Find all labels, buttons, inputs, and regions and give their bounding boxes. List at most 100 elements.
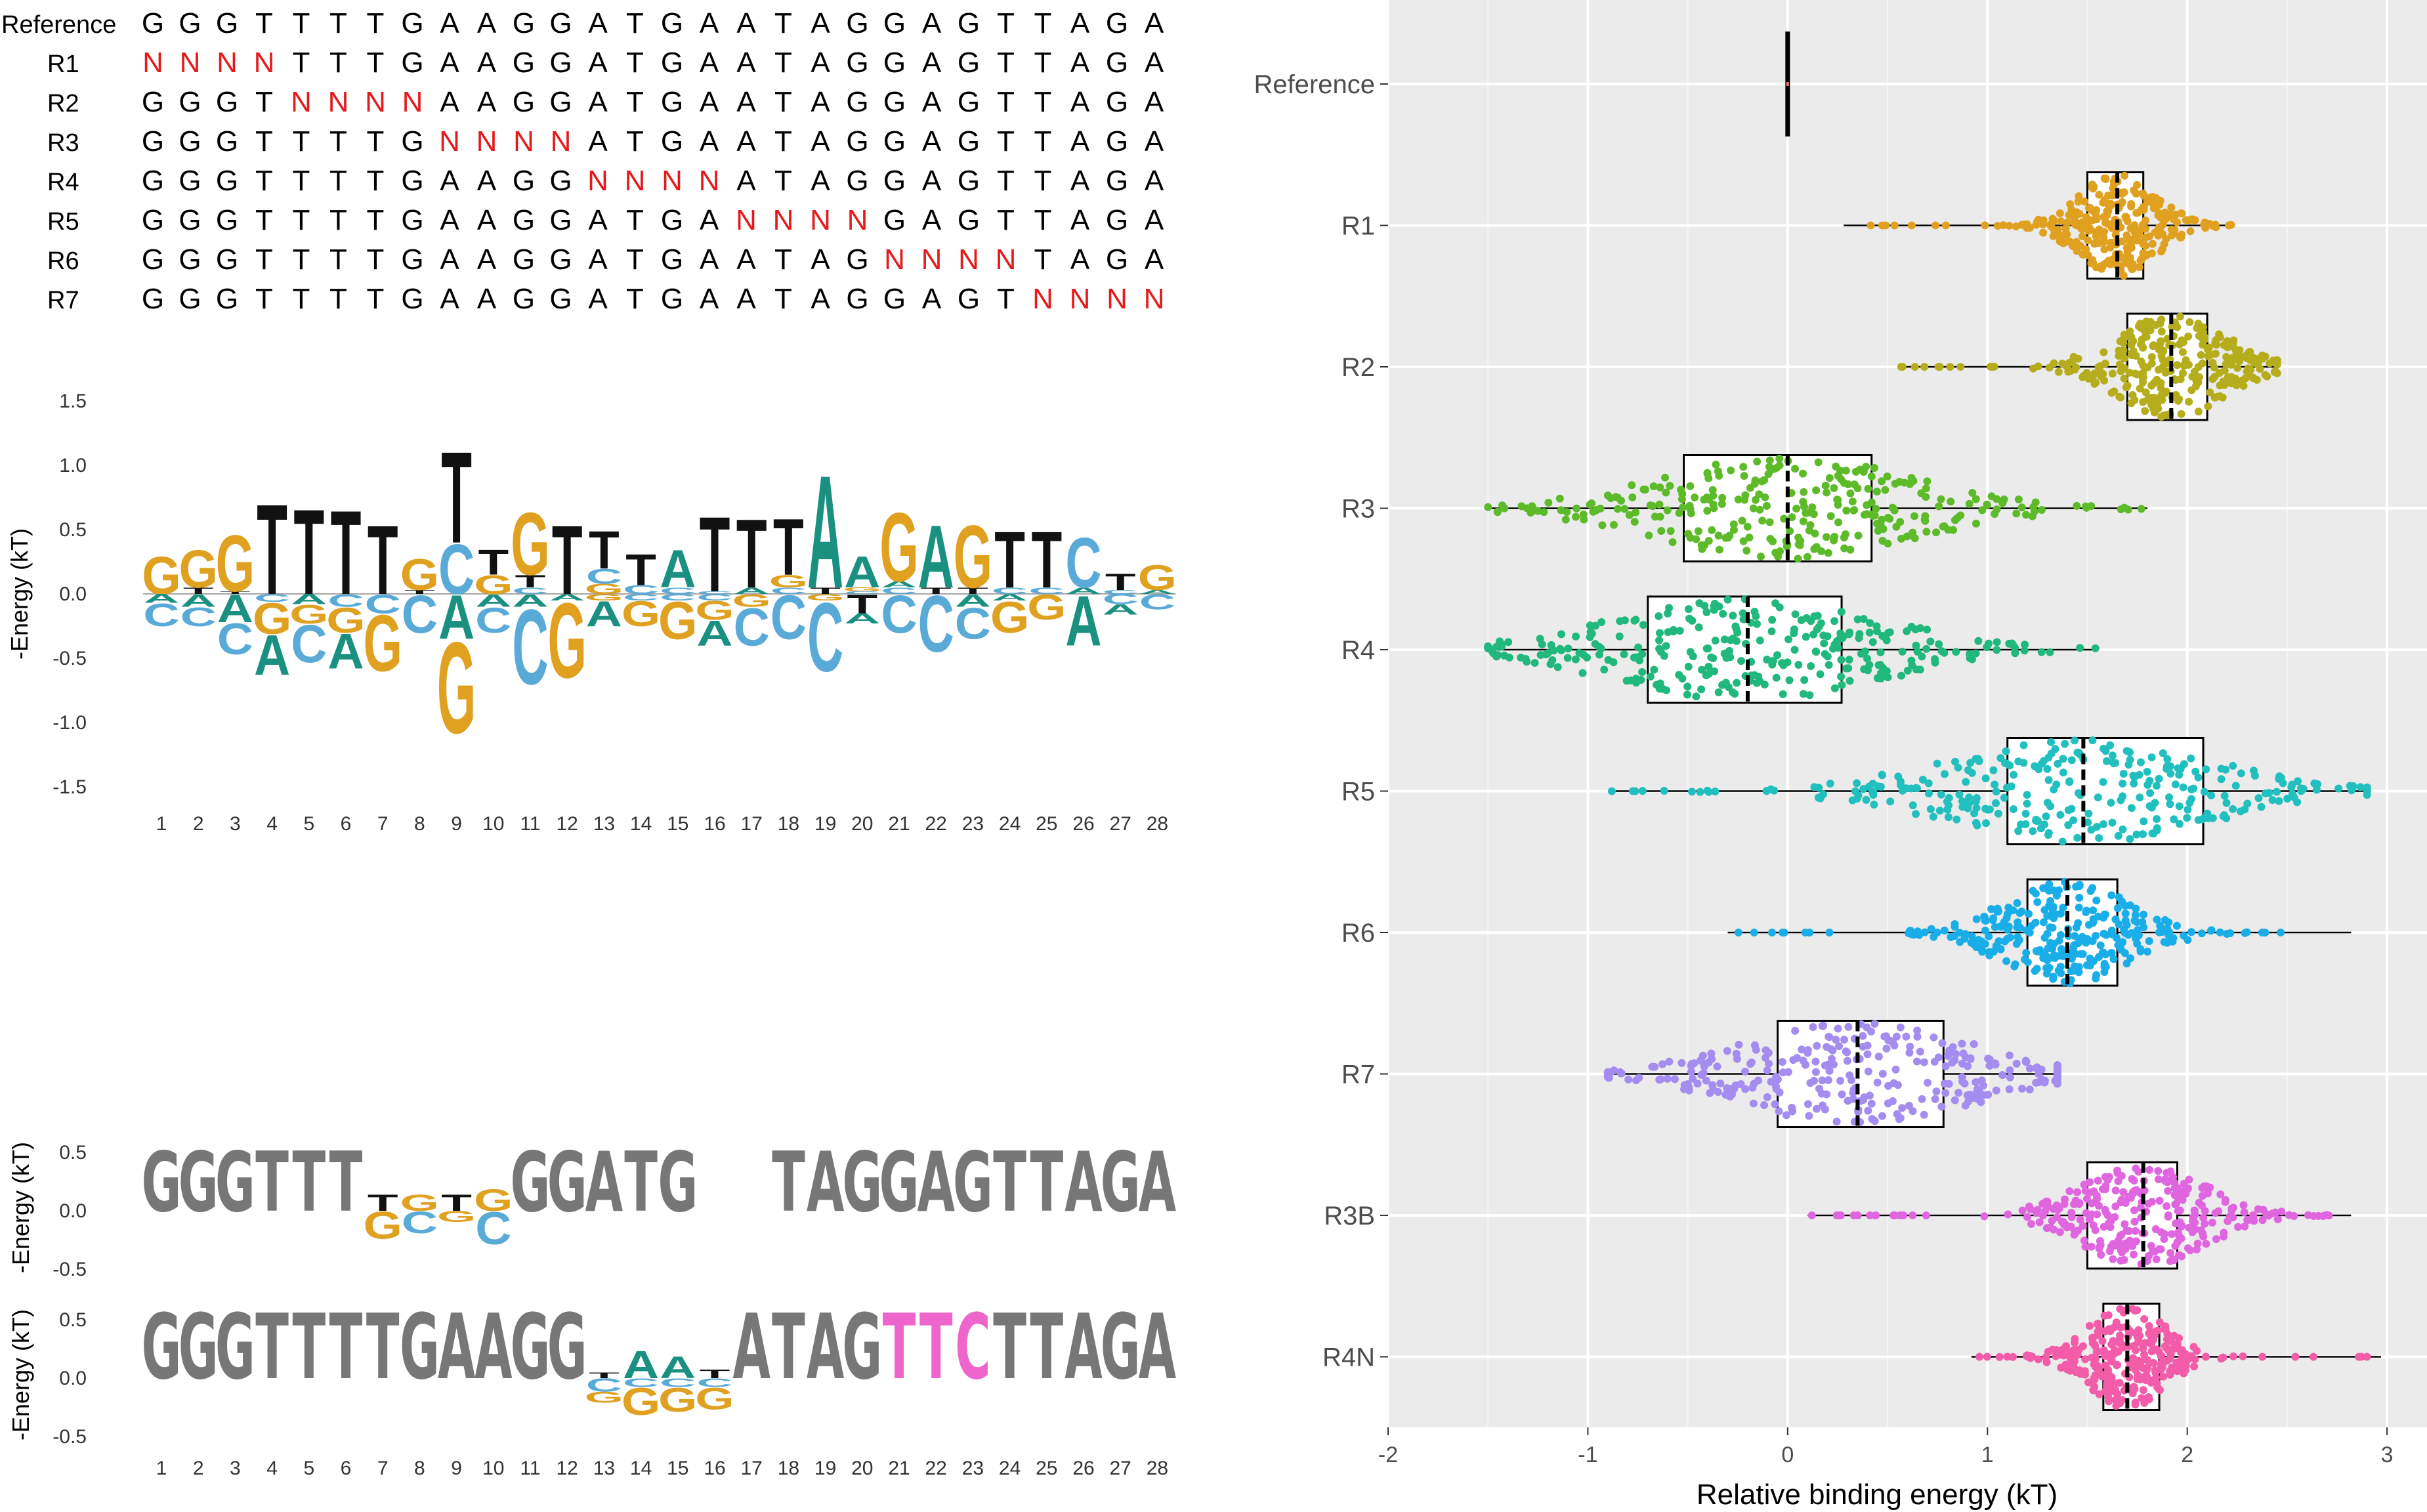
swarm-point xyxy=(1906,1042,1914,1051)
alignment-base: A xyxy=(1070,204,1090,236)
swarm-point xyxy=(2101,175,2110,183)
swarm-point xyxy=(1665,604,1674,612)
swarm-point xyxy=(1572,504,1581,513)
swarm-point xyxy=(1792,505,1801,513)
swarm-point xyxy=(1898,648,1907,656)
condensed-logo-ytick: -0.5 xyxy=(53,1259,87,1280)
swarm-point xyxy=(1604,656,1613,664)
alignment-base: A xyxy=(811,165,830,197)
swarm-point xyxy=(1734,929,1742,936)
swarm-point xyxy=(1696,788,1704,796)
swarm-point xyxy=(1802,633,1810,641)
swarm-point xyxy=(1718,681,1727,689)
alignment-base: A xyxy=(440,86,459,118)
condensed-logo-xtick: 26 xyxy=(1072,1458,1094,1479)
swarm-point xyxy=(1956,363,1965,371)
swarm-point xyxy=(2032,816,2040,824)
swarm-point xyxy=(2058,360,2067,368)
condensed-logo-xtick: 6 xyxy=(341,1458,352,1479)
swarm-point xyxy=(1864,1106,1872,1115)
swarm-point xyxy=(2179,783,2187,791)
energy-logo-xtick: 6 xyxy=(341,813,352,835)
alignment-base: G xyxy=(401,165,423,197)
swarm-point xyxy=(2056,1228,2064,1236)
swarm-point xyxy=(2132,352,2140,360)
swarm-point xyxy=(2220,1228,2228,1237)
swarm-point xyxy=(1596,504,1605,513)
swarm-point xyxy=(1832,1118,1841,1126)
swarm-point xyxy=(1699,1051,1707,1060)
swarm-point xyxy=(2157,1352,2165,1360)
swarm-point xyxy=(2115,893,2123,902)
condensed-logo-letter: G xyxy=(142,1135,182,1230)
swarm-point xyxy=(2249,1211,2258,1219)
swarm-point xyxy=(2162,235,2170,243)
swarm-point xyxy=(1825,928,1834,936)
swarm-point xyxy=(2043,929,2052,938)
swarm-point xyxy=(1863,654,1871,663)
swarm-point xyxy=(2222,352,2231,361)
alignment-base: T xyxy=(997,283,1015,315)
swarm-point xyxy=(1909,1211,1917,1220)
alignment-base: A xyxy=(736,86,756,118)
swarm-point xyxy=(1981,926,1989,934)
swarm-point xyxy=(2080,1370,2089,1379)
swarm-point xyxy=(1965,499,1973,508)
swarm-point xyxy=(1740,472,1748,480)
swarm-point xyxy=(2119,780,2127,788)
swarm-point xyxy=(1849,1095,1857,1103)
swarm-point xyxy=(2182,1359,2190,1368)
energy-logo-ytick: -1.0 xyxy=(53,712,87,734)
swarm-point xyxy=(2208,358,2217,367)
swarm-point xyxy=(1955,790,1964,799)
swarm-point xyxy=(2145,1395,2153,1404)
alignment-row-label: R3 xyxy=(47,129,79,157)
alignment-base: T xyxy=(367,125,385,158)
swarm-point xyxy=(2093,1195,2101,1204)
alignment-base: G xyxy=(216,243,238,276)
condensed-logo-letter: T xyxy=(589,1371,620,1379)
energy-logo-ytick: 1.5 xyxy=(59,390,87,412)
swarm-point xyxy=(1920,1110,1928,1119)
alignment-base: T xyxy=(997,7,1015,39)
logo-letter: T xyxy=(736,499,767,609)
swarm-point xyxy=(1821,481,1830,490)
swarm-point xyxy=(1805,691,1814,700)
swarm-point xyxy=(1589,507,1597,516)
swarm-point xyxy=(1978,948,1987,956)
alignment-base: N xyxy=(810,204,831,236)
swarm-point xyxy=(1991,780,1999,789)
swarm-point xyxy=(1498,640,1506,648)
swarm-point xyxy=(1938,1039,1947,1047)
y-category-label: R6 xyxy=(1341,919,1375,948)
alignment-base: A xyxy=(700,283,719,315)
swarm-point xyxy=(2079,251,2087,259)
swarm-point xyxy=(2107,891,2116,900)
alignment-base: G xyxy=(846,125,868,158)
swarm-point xyxy=(1844,1022,1853,1031)
alignment-base: G xyxy=(883,86,906,118)
condensed-logo-xtick: 23 xyxy=(962,1458,984,1479)
logo-letter: G xyxy=(363,598,402,688)
swarm-point xyxy=(1733,679,1741,687)
swarm-point xyxy=(1912,665,1920,674)
swarm-point xyxy=(2151,1366,2159,1375)
swarm-point xyxy=(1896,1023,1905,1032)
swarm-point xyxy=(1903,627,1911,635)
alignment-base: N xyxy=(142,47,163,79)
swarm-point xyxy=(2198,1192,2206,1200)
swarm-point xyxy=(1830,536,1838,545)
swarm-point xyxy=(1748,1083,1757,1092)
swarm-point xyxy=(1580,515,1588,524)
swarm-point xyxy=(2149,1334,2157,1343)
logo-letter: G xyxy=(253,594,291,644)
swarm-point xyxy=(2170,815,2178,824)
swarm-point xyxy=(2054,225,2062,234)
swarm-point xyxy=(2178,1252,2186,1261)
swarm-point xyxy=(1920,363,1929,371)
swarm-point xyxy=(1886,628,1894,637)
swarm-point xyxy=(2117,1323,2125,1332)
swarm-point xyxy=(1794,555,1802,563)
swarm-point xyxy=(2184,1244,2192,1253)
